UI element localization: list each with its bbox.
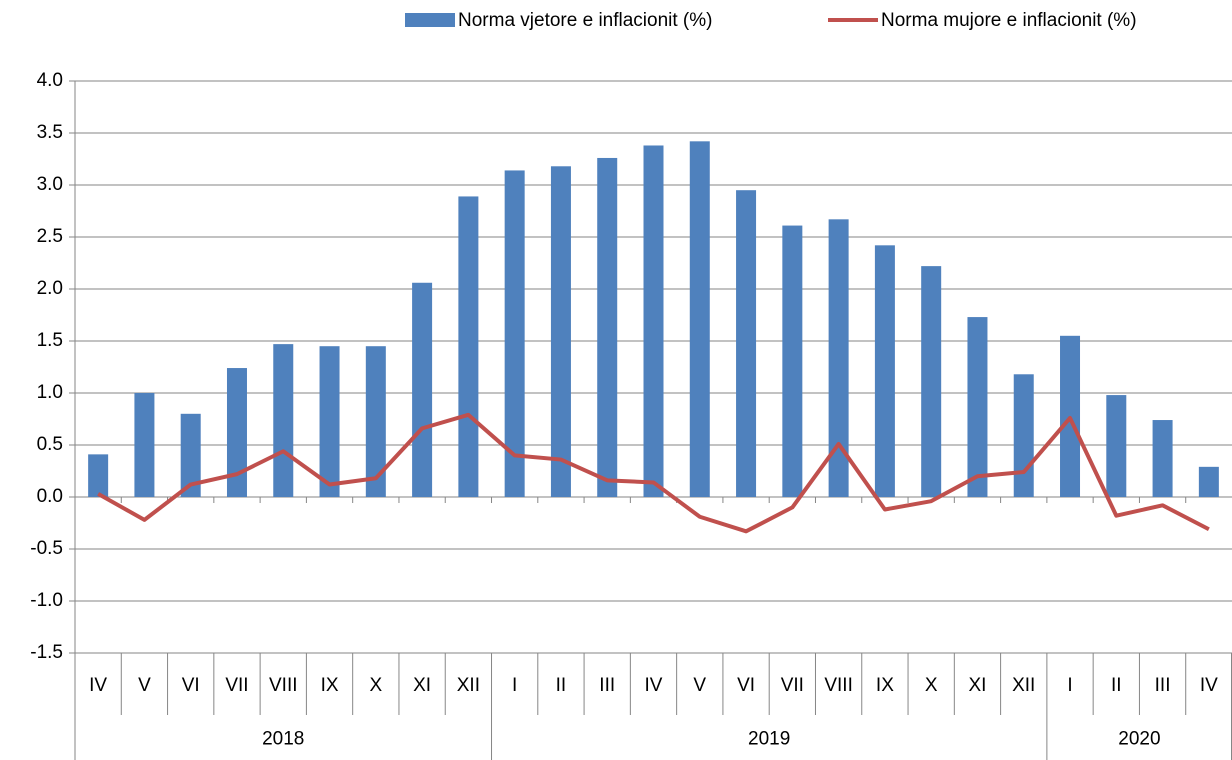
bar [88,454,109,497]
bar [921,266,942,497]
x-tick-label: VI [182,675,200,696]
x-tick-label: I [1067,675,1072,696]
bar [1152,420,1173,497]
bar [1198,466,1219,497]
x-tick-label: IV [1200,675,1218,696]
bar [458,196,479,497]
y-tick-label: 1.5 [37,330,63,351]
year-label: 2020 [1118,729,1160,750]
y-tick-label: -1.0 [30,590,63,611]
x-tick-label: VIII [824,675,853,696]
x-tick-label: XII [1012,675,1035,696]
bar [689,141,710,497]
y-tick-label: 1.0 [37,382,63,403]
x-tick-label: VI [737,675,755,696]
year-label: 2018 [262,729,304,750]
bar [550,166,571,497]
bar [782,225,803,497]
bar [736,190,757,497]
bar [1106,395,1127,497]
y-tick-label: 0.5 [37,434,63,455]
y-tick-label: 2.5 [37,226,63,247]
bar [226,368,247,497]
x-tick-label: IV [645,675,663,696]
y-tick-label: 3.5 [37,122,63,143]
y-tick-label: -1.5 [30,642,63,663]
y-tick-label: 0.0 [37,486,63,507]
bar [134,393,155,497]
bar [319,346,340,497]
x-tick-label: I [512,675,517,696]
bar [1013,374,1034,497]
x-tick-label: III [1155,675,1171,696]
bar [828,219,849,497]
x-tick-label: II [1111,675,1122,696]
x-tick-label: X [925,675,938,696]
x-tick-label: III [599,675,615,696]
bar [967,317,988,497]
y-tick-label: 3.0 [37,174,63,195]
bar [643,145,664,498]
x-tick-label: XI [968,675,986,696]
x-tick-label: VII [781,675,804,696]
y-tick-label: 4.0 [37,70,63,91]
bar [365,346,386,497]
legend-label: Norma vjetore e inflacionit (%) [458,10,712,31]
x-tick-label: VIII [269,675,298,696]
x-tick-label: XI [413,675,431,696]
legend-label: Norma mujore e inflacionit (%) [881,10,1137,31]
x-tick-label: VII [225,675,248,696]
bar [180,413,201,497]
x-tick-label: IV [89,675,107,696]
bar [504,170,525,497]
x-tick-label: X [369,675,382,696]
bar [412,282,433,497]
legend-swatch [405,13,455,27]
y-tick-label: -0.5 [30,538,63,559]
bar [874,245,895,497]
x-tick-label: V [693,675,706,696]
year-label: 2019 [748,729,790,750]
x-tick-label: V [138,675,151,696]
bar [273,344,294,497]
line [97,412,1210,534]
x-tick-label: II [556,675,567,696]
x-tick-label: XII [457,675,480,696]
bar [597,157,618,497]
y-tick-label: 2.0 [37,278,63,299]
x-tick-label: IX [321,675,339,696]
x-tick-label: IX [876,675,894,696]
